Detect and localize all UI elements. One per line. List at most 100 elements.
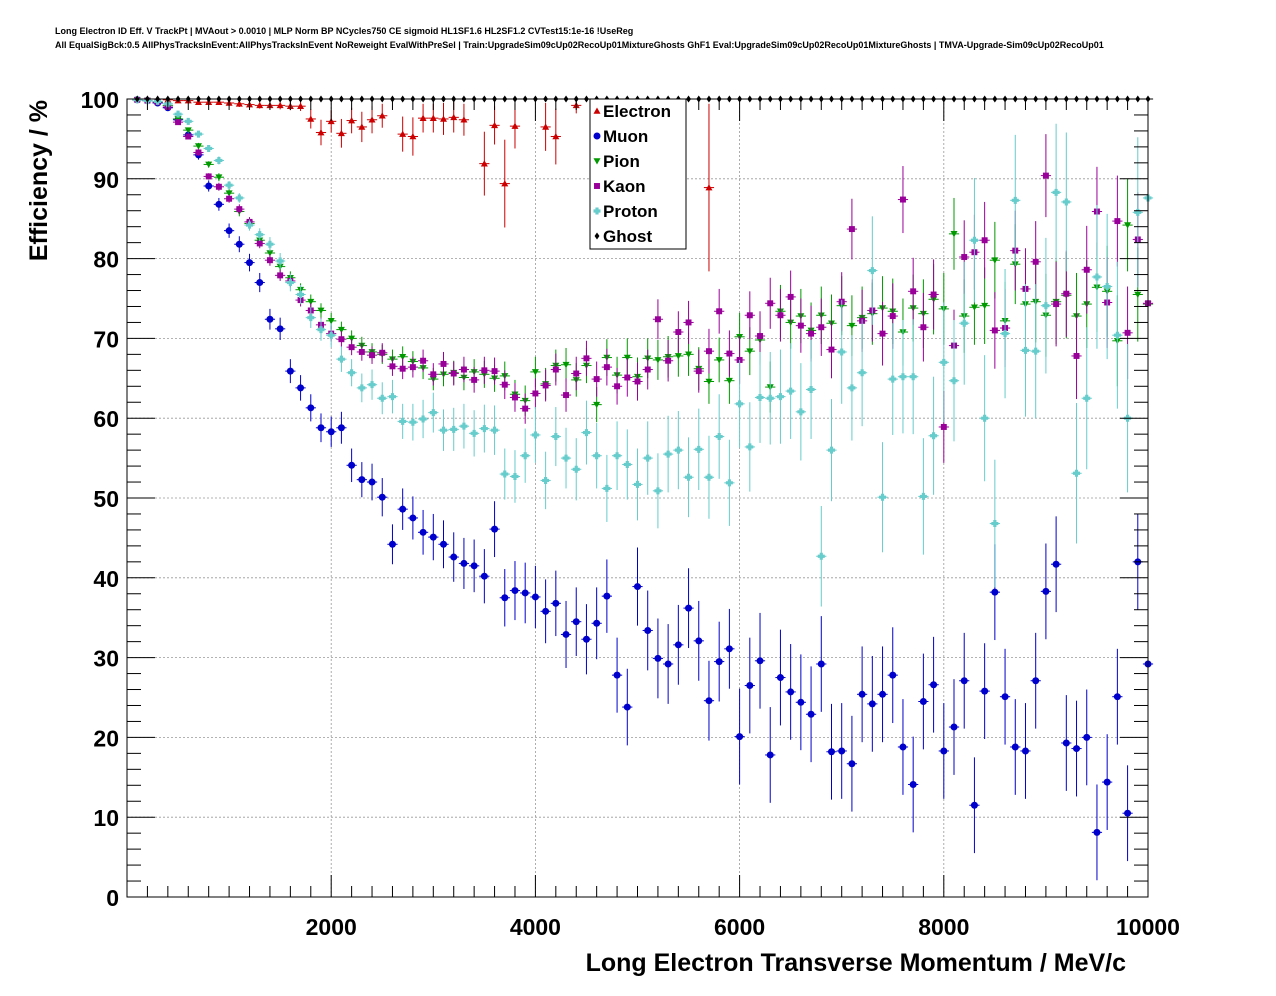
data-point (286, 367, 294, 375)
data-point (572, 465, 580, 473)
data-point (215, 156, 223, 164)
data-point (654, 654, 662, 662)
y-tick-label: 40 (93, 566, 119, 592)
data-point (276, 101, 284, 109)
data-point (746, 312, 753, 319)
data-point (531, 369, 539, 376)
data-point (470, 429, 478, 437)
data-point (705, 184, 713, 191)
data-point (429, 114, 437, 121)
legend: Electron Muon Pion Kaon Proton Ghost (589, 98, 687, 250)
data-point (715, 658, 723, 666)
data-point (184, 117, 192, 125)
data-point (920, 324, 927, 331)
data-point (613, 452, 621, 460)
data-point (552, 599, 560, 607)
data-point (235, 194, 243, 202)
data-point (205, 173, 212, 180)
data-point (572, 618, 580, 626)
data-point (266, 257, 273, 264)
data-point (205, 144, 213, 152)
data-point (389, 363, 396, 370)
legend-marker-proton (593, 207, 601, 215)
data-point (215, 183, 222, 190)
chart-title-line1: Long Electron ID Eff. V TrackPt | MVAout… (55, 26, 634, 36)
data-point (388, 540, 396, 548)
legend-label-proton: Proton (603, 202, 658, 221)
data-point (909, 780, 917, 788)
data-point (776, 393, 784, 401)
data-point (674, 446, 682, 454)
data-point (797, 698, 805, 706)
data-point (634, 583, 641, 591)
data-point (705, 378, 713, 385)
data-point (286, 279, 294, 287)
data-point (950, 231, 958, 238)
data-point (1073, 745, 1081, 753)
data-point (715, 433, 723, 441)
data-point (562, 630, 570, 638)
data-point (511, 587, 519, 595)
data-point (593, 452, 601, 460)
data-point (603, 592, 611, 600)
data-point (195, 149, 202, 156)
data-point (338, 336, 345, 343)
data-point (725, 479, 733, 487)
data-point (399, 505, 407, 513)
data-point (674, 641, 682, 649)
x-tick-label: 8000 (918, 914, 969, 940)
data-point (613, 671, 621, 679)
data-point (674, 353, 682, 360)
data-point (317, 326, 325, 334)
data-point (440, 540, 448, 548)
series-proton (132, 96, 1154, 607)
data-point (614, 383, 621, 390)
data-point (337, 424, 345, 432)
y-tick-label: 10 (93, 805, 119, 831)
data-point (205, 182, 213, 190)
data-point (1124, 809, 1132, 817)
data-point (256, 101, 264, 109)
data-point (807, 385, 815, 393)
data-point (1052, 560, 1060, 568)
data-point (879, 690, 887, 698)
data-point (256, 231, 264, 239)
data-point (450, 553, 458, 561)
data-point (480, 425, 488, 433)
data-point (368, 478, 376, 486)
data-point (664, 660, 672, 668)
data-point (899, 743, 907, 751)
data-point (317, 129, 325, 136)
data-point (970, 236, 978, 244)
data-point (1011, 196, 1019, 204)
data-point (184, 127, 192, 134)
data-point (511, 122, 519, 129)
data-point (256, 279, 264, 287)
data-point (685, 351, 693, 358)
data-point (542, 123, 550, 130)
data-point (440, 426, 448, 434)
chart-title-line2: All EqualSigBck:0.5 AllPhysTracksInEvent… (55, 40, 1104, 50)
data-point (348, 369, 356, 377)
data-point (716, 308, 723, 315)
data-point (1011, 743, 1019, 751)
data-point (327, 428, 335, 436)
data-point (623, 354, 631, 362)
data-point (317, 307, 325, 314)
data-point (736, 400, 744, 408)
data-point (644, 626, 652, 634)
data-point (828, 346, 835, 353)
data-point (736, 733, 744, 741)
data-point (470, 562, 478, 570)
data-point (797, 408, 805, 416)
data-point (562, 361, 570, 369)
data-point (491, 121, 499, 129)
data-point (348, 335, 356, 342)
data-point (1134, 208, 1142, 216)
data-point (512, 394, 518, 401)
data-point (858, 690, 866, 698)
data-point (756, 393, 764, 401)
x-tick-label: 10000 (1116, 914, 1180, 940)
data-point (746, 682, 754, 690)
data-point (1124, 329, 1131, 336)
